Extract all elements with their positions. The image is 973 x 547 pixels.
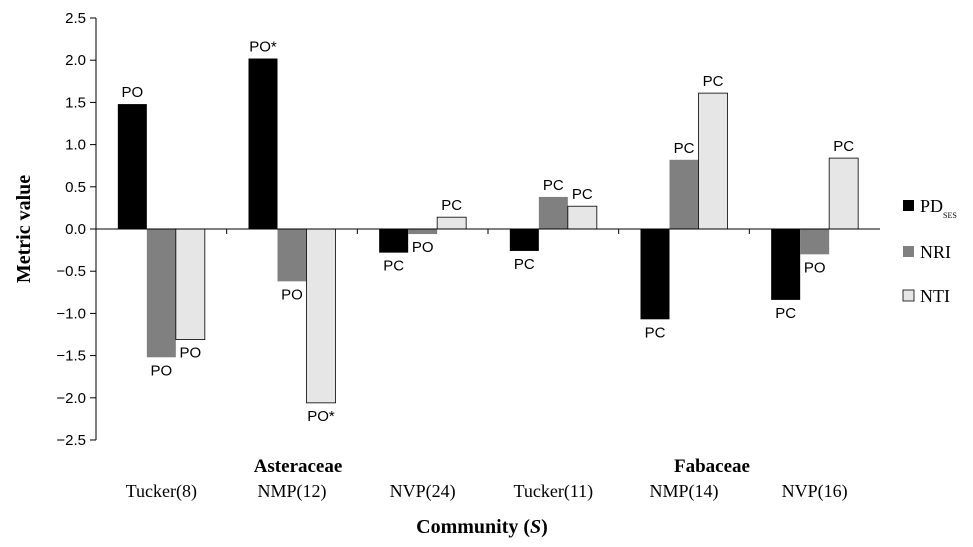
x-tick-label: Tucker(11) xyxy=(514,481,594,502)
bar xyxy=(800,229,830,255)
y-tick-label: 1.5 xyxy=(65,94,86,111)
data-label: PO xyxy=(179,345,201,362)
data-label: PO xyxy=(281,286,303,303)
y-axis: 2.5 2.0 1.5 1.0 0.5 0.0 −0.5 −1.0 −1.5 −2.0 −2.5 xyxy=(56,10,97,449)
data-labels: PO PO PO PO* PO PO* PC PO PC PC PC PC PC PC PC PC PO PC xyxy=(121,39,854,425)
y-tick-label: −2.0 xyxy=(56,390,86,407)
y-tick-label: −2.5 xyxy=(56,432,86,449)
data-label: PC xyxy=(441,197,462,214)
x-tick-label: NMP(14) xyxy=(649,481,718,502)
group-label-asteraceae: Asteraceae xyxy=(254,456,343,477)
bar xyxy=(509,229,539,251)
x-tick-label: NMP(12) xyxy=(257,481,326,502)
y-axis-title: Metric value xyxy=(13,175,35,283)
data-label: PC xyxy=(674,140,695,157)
x-tick-label: Tucker(8) xyxy=(126,481,197,502)
bar xyxy=(538,196,568,229)
y-tick-label: −1.0 xyxy=(56,305,86,322)
data-label: PC xyxy=(514,256,535,273)
legend-label-pdses-main: PD xyxy=(920,196,943,216)
legend-label-nti: NTI xyxy=(920,286,950,306)
legend: PDSES NRI NTI xyxy=(902,196,957,306)
bar xyxy=(567,205,598,230)
bars-layer xyxy=(117,58,859,404)
data-label: PO* xyxy=(307,408,335,425)
data-label: PC xyxy=(833,138,854,155)
y-tick-label: 0.0 xyxy=(65,221,86,238)
bar xyxy=(306,228,336,404)
y-tick-label: 2.5 xyxy=(65,10,86,27)
bar xyxy=(408,229,438,235)
legend-swatch-nri xyxy=(903,246,914,257)
data-label: PC xyxy=(775,305,796,322)
data-label: PO xyxy=(804,259,826,276)
data-label: PO xyxy=(150,362,172,379)
bar xyxy=(828,157,859,230)
bar xyxy=(698,92,728,230)
y-tick-label: −0.5 xyxy=(56,263,86,280)
legend-label-pdses-sub: SES xyxy=(943,211,957,220)
data-label: PC xyxy=(703,73,724,90)
data-label: PC xyxy=(572,186,593,203)
data-label: PO xyxy=(121,84,143,101)
y-tick-label: 2.0 xyxy=(65,52,86,69)
bar xyxy=(379,229,409,253)
x-axis-title: Community (S) xyxy=(416,516,548,538)
y-tick-label: −1.5 xyxy=(56,348,86,365)
bar xyxy=(771,229,801,300)
y-tick-label: 1.0 xyxy=(65,137,86,154)
x-axis: Tucker(8) NMP(12) NVP(24) Tucker(11) NMP(14)… xyxy=(96,228,880,502)
legend-swatch-nti xyxy=(902,289,915,302)
data-label: PO xyxy=(412,239,434,256)
x-tick-label: NVP(24) xyxy=(390,481,456,502)
y-tick-label: 0.5 xyxy=(65,179,86,196)
bar xyxy=(248,58,278,230)
bar xyxy=(146,229,176,358)
bar xyxy=(117,104,147,229)
x-axis-title-variable: S xyxy=(530,516,541,538)
bar xyxy=(640,229,670,320)
bar xyxy=(277,229,307,282)
legend-label-pdses: PDSES xyxy=(920,196,957,220)
bar xyxy=(436,216,467,230)
x-axis-title-text: Community xyxy=(416,516,518,538)
bar xyxy=(669,159,699,229)
data-label: PC xyxy=(383,258,404,275)
data-label: PC xyxy=(645,324,666,341)
legend-swatch-pdses xyxy=(903,200,914,211)
bar xyxy=(175,228,206,340)
legend-label-nri: NRI xyxy=(920,242,951,262)
data-label: PC xyxy=(543,177,564,194)
group-label-fabaceae: Fabaceae xyxy=(674,456,750,477)
x-tick-label: NVP(16) xyxy=(782,481,848,502)
data-label: PO* xyxy=(249,39,277,56)
